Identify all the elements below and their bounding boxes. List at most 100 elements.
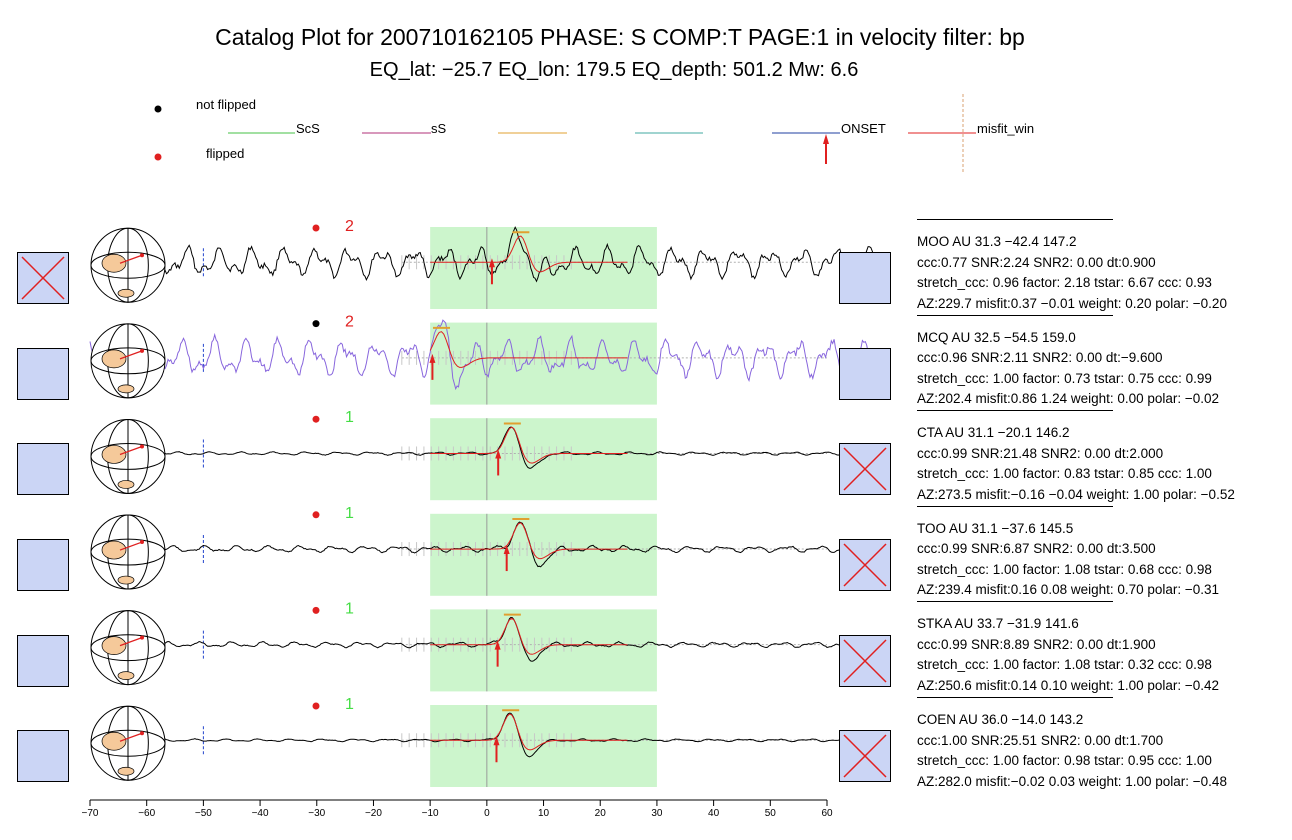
- left-status-box: [17, 347, 69, 400]
- misfit-trace: [429, 331, 628, 368]
- legend-graphics: [154, 94, 976, 172]
- x-tick-label: −20: [364, 808, 382, 819]
- flip-dot: [312, 702, 320, 710]
- trace-info-line4: AZ:273.5 misfit:−0.16 −0.04 weight: 1.00…: [917, 486, 1235, 502]
- misfit-trace: [430, 522, 628, 560]
- flip-dot: [312, 606, 320, 614]
- globe-landmass: [117, 766, 135, 776]
- trace-info-line3: stretch_ccc: 1.00 factor: 1.08 tstar: 0.…: [917, 657, 1212, 673]
- globe-landmass: [101, 445, 127, 464]
- x-tick-label: 20: [594, 808, 606, 819]
- trace-info-line4: AZ:239.4 misfit:0.16 0.08 weight: 0.70 p…: [917, 582, 1220, 598]
- trace-info-line3: stretch_ccc: 1.00 factor: 0.73 tstar: 0.…: [917, 370, 1212, 386]
- onset-arrowhead: [493, 736, 500, 746]
- globe-path: [119, 254, 143, 264]
- count-label: 2: [345, 218, 354, 235]
- globe-event: [140, 731, 144, 736]
- reject-x-icon: [843, 734, 887, 778]
- count-label: 1: [345, 409, 354, 426]
- x-tick-label: 50: [764, 808, 776, 819]
- separator: [917, 697, 1113, 708]
- legend-not-flipped-label: not flipped: [196, 97, 256, 112]
- globe-landmass: [101, 731, 127, 751]
- left-status-box: [17, 252, 69, 305]
- globe-landmass: [117, 384, 135, 394]
- count-label: 1: [345, 505, 354, 522]
- legend-not-flipped-dot: [154, 105, 162, 113]
- legend-scs-label: ScS: [296, 121, 320, 136]
- flip-dot: [312, 511, 320, 519]
- trace-info-station: CTA AU 31.1 −20.1 146.2: [917, 425, 1070, 441]
- count-label: 2: [345, 314, 354, 331]
- globe-landmass: [101, 253, 127, 273]
- globe-event: [140, 444, 144, 449]
- separator: [917, 505, 1113, 517]
- legend-flipped-label: flipped: [206, 146, 245, 161]
- legend-misfit-label: misfit_win: [977, 121, 1035, 136]
- flip-dot: [312, 415, 320, 423]
- globe-event: [140, 348, 144, 353]
- misfit-trace: [430, 426, 628, 464]
- trace-info-station: MCQ AU 32.5 −54.5 159.0: [917, 329, 1076, 345]
- trace-info-line3: stretch_ccc: 1.00 factor: 0.83 tstar: 0.…: [917, 466, 1212, 482]
- reject-x-icon: [21, 256, 65, 300]
- trace-info-station: TOO AU 31.1 −37.6 145.5: [917, 520, 1074, 536]
- legend-flipped-dot: [154, 153, 162, 161]
- x-tick-label: 0: [484, 808, 490, 819]
- separator: [917, 601, 1113, 612]
- onset-arrowhead: [495, 449, 502, 459]
- x-tick-label: −70: [81, 808, 99, 819]
- trace-info: COEN AU 36.0 −14.0 143.2 ccc:1.00 SNR:25.…: [917, 688, 1287, 792]
- right-status-box: [839, 730, 891, 783]
- right-status-box: [839, 539, 891, 592]
- right-status-box: [839, 347, 891, 400]
- trace-line: [146, 226, 884, 283]
- x-tick-label: −50: [194, 808, 212, 819]
- globe-landmass: [101, 349, 127, 369]
- onset-arrowhead: [503, 545, 510, 555]
- flip-dot: [312, 320, 320, 328]
- trace-info-line3: stretch_ccc: 1.00 factor: 0.98 tstar: 0.…: [917, 753, 1212, 768]
- trace-info: TOO AU 31.1 −37.6 145.5 ccc:0.99 SNR:6.87…: [917, 497, 1287, 601]
- reject-x-icon: [843, 543, 887, 587]
- trace-info-line2: ccc:0.99 SNR:8.89 SNR2: 0.00 dt:1.900: [917, 636, 1156, 652]
- globe-path: [119, 445, 143, 456]
- trace-info-line3: stretch_ccc: 0.96 factor: 2.18 tstar: 6.…: [917, 275, 1212, 290]
- legend-onset-label: ONSET: [841, 121, 886, 136]
- globe-event: [140, 253, 144, 258]
- separator: [917, 410, 1113, 421]
- right-status-box: [839, 634, 891, 687]
- legend: not flipped flipped ScS sS ONSET misfit_…: [0, 0, 1292, 200]
- onset-arrowhead: [494, 640, 501, 650]
- trace-info-station: COEN AU 36.0 −14.0 143.2: [917, 712, 1084, 727]
- misfit-trace: [430, 713, 628, 751]
- trace-info-line2: ccc:0.96 SNR:2.11 SNR2: 0.00 dt:−9.600: [917, 350, 1163, 366]
- globe-event: [140, 540, 144, 545]
- legend-ss-label: sS: [431, 121, 447, 136]
- trace-line: [89, 319, 885, 391]
- x-tick-label: 60: [821, 808, 833, 819]
- trace-info-line2: ccc:0.99 SNR:6.87 SNR2: 0.00 dt:3.500: [917, 541, 1156, 557]
- chart-title: Catalog Plot for 200710162105 PHASE: S C…: [215, 24, 1025, 50]
- globe-path: [119, 541, 143, 551]
- legend-onset-arrowhead: [823, 134, 829, 144]
- trace-info-line2: ccc:0.77 SNR:2.24 SNR2: 0.00 dt:0.900: [917, 254, 1156, 270]
- x-tick-label: 30: [651, 808, 663, 819]
- globe-path: [119, 732, 143, 742]
- trace-info-station: MOO AU 31.3 −42.4 147.2: [917, 234, 1077, 249]
- misfit-window: [430, 513, 657, 596]
- trace-info-line2: ccc:0.99 SNR:21.48 SNR2: 0.00 dt:2.000: [917, 445, 1164, 461]
- x-tick-label: 10: [537, 808, 550, 819]
- left-status-box: [17, 730, 69, 783]
- globe-landmass: [101, 636, 127, 656]
- flip-dot: [312, 224, 320, 232]
- x-tick-label: −40: [251, 808, 269, 819]
- misfit-window: [430, 322, 657, 405]
- misfit-window: [430, 705, 657, 787]
- misfit-trace: [430, 235, 628, 273]
- globe-landmass: [117, 575, 135, 585]
- trace-info: CTA AU 31.1 −20.1 146.2 ccc:0.99 SNR:21.4…: [917, 401, 1287, 505]
- trace-info: STKA AU 33.7 −31.9 141.6 ccc:0.99 SNR:8.8…: [917, 592, 1287, 696]
- x-tick-label: 40: [708, 808, 720, 819]
